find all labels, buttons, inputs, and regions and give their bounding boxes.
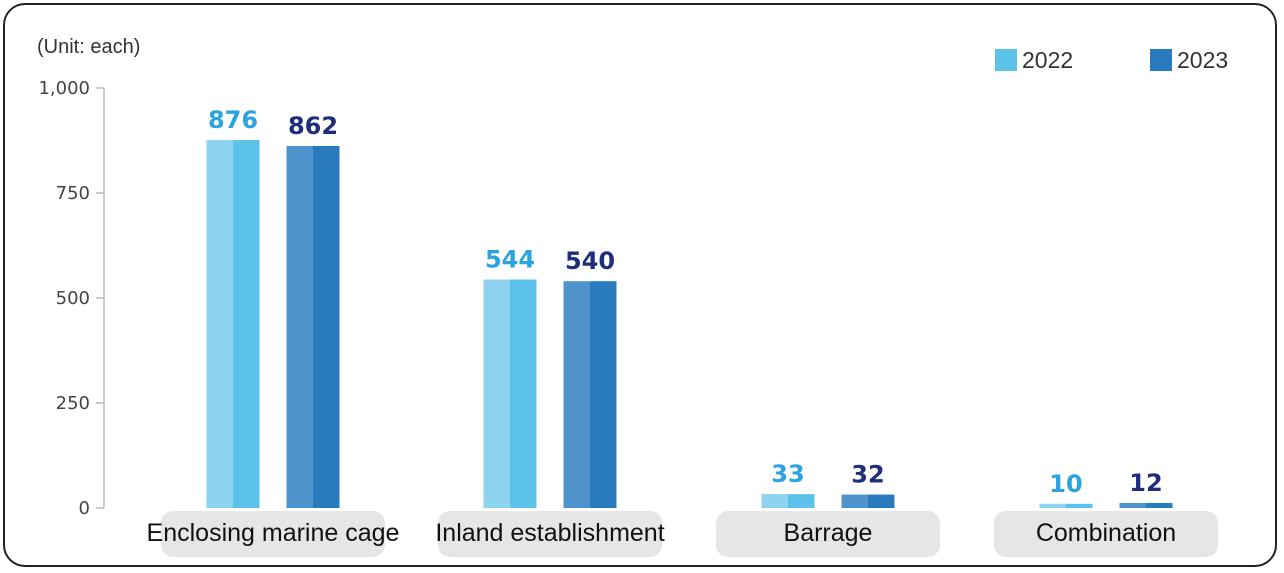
category-pill-inland-establishment: [438, 511, 662, 557]
bar-right-face: [590, 281, 617, 508]
bars: [206, 140, 1173, 508]
legend-label: 2023: [1177, 47, 1228, 73]
bar-2022-enclosing-marine-cage: [206, 140, 260, 508]
bar-right-face: [510, 279, 537, 508]
legend-swatch: [1150, 49, 1172, 71]
category-pill-combination: [994, 511, 1218, 557]
data-label-2023-barrage: 32: [851, 461, 884, 489]
bar-left-face: [286, 145, 313, 508]
bar-right-face: [233, 140, 260, 508]
unit-label: (Unit: each): [37, 36, 140, 58]
bar-2023-barrage: [841, 494, 895, 508]
bar-left-face: [483, 279, 510, 508]
legend-swatch: [995, 49, 1017, 71]
data-labels: 876 544 33 10 862 540 32 12: [208, 106, 1163, 498]
legend: 2022 2023: [995, 47, 1228, 73]
bar-right-face: [1146, 502, 1173, 508]
y-axis: 0 250 500 750 1,000: [38, 78, 105, 519]
bar-left-face: [841, 494, 868, 508]
category-pill-barrage: [716, 511, 940, 557]
data-label-2022-combination: 10: [1049, 470, 1082, 498]
category-label-enclosing-marine-cage: Enclosing marine cage: [147, 519, 400, 547]
bar-right-face: [788, 494, 815, 508]
data-label-2023-combination: 12: [1129, 469, 1162, 497]
bar-right-face: [1066, 503, 1093, 508]
legend-label: 2022: [1022, 47, 1073, 73]
bar-left-face: [1119, 502, 1146, 508]
bar-2023-inland-establishment: [563, 281, 617, 508]
y-tick-label: 500: [56, 288, 90, 309]
data-label-2023-inland-establishment: 540: [565, 247, 615, 275]
y-tick-label: 0: [79, 498, 90, 519]
bar-right-face: [868, 494, 895, 508]
legend-item-2022: 2022: [995, 47, 1073, 73]
bar-2023-enclosing-marine-cage: [286, 145, 340, 508]
y-tick-label: 1,000: [38, 78, 90, 99]
category-labels: Enclosing marine cage Inland establishmen…: [147, 519, 1177, 547]
bar-left-face: [761, 494, 788, 508]
category-label-combination: Combination: [1036, 519, 1176, 547]
bar-2023-combination: [1119, 502, 1173, 508]
category-label-inland-establishment: Inland establishment: [435, 519, 664, 547]
bar-right-face: [313, 145, 340, 508]
data-label-2022-enclosing-marine-cage: 876: [208, 106, 258, 134]
data-label-2022-inland-establishment: 544: [485, 246, 535, 274]
category-label-barrage: Barrage: [784, 519, 873, 547]
y-tick-label: 750: [56, 183, 90, 204]
category-label-backgrounds: [161, 511, 1218, 557]
category-pill-enclosing-marine-cage: [161, 511, 385, 557]
data-label-2023-enclosing-marine-cage: 862: [288, 112, 338, 140]
bar-left-face: [563, 281, 590, 508]
bar-2022-inland-establishment: [483, 279, 537, 508]
data-label-2022-barrage: 33: [771, 460, 804, 488]
bar-left-face: [1039, 503, 1066, 508]
legend-item-2023: 2023: [1150, 47, 1228, 73]
bar-left-face: [206, 140, 233, 508]
y-tick-label: 250: [56, 393, 90, 414]
bar-2022-barrage: [761, 494, 815, 508]
bar-2022-combination: [1039, 503, 1093, 508]
